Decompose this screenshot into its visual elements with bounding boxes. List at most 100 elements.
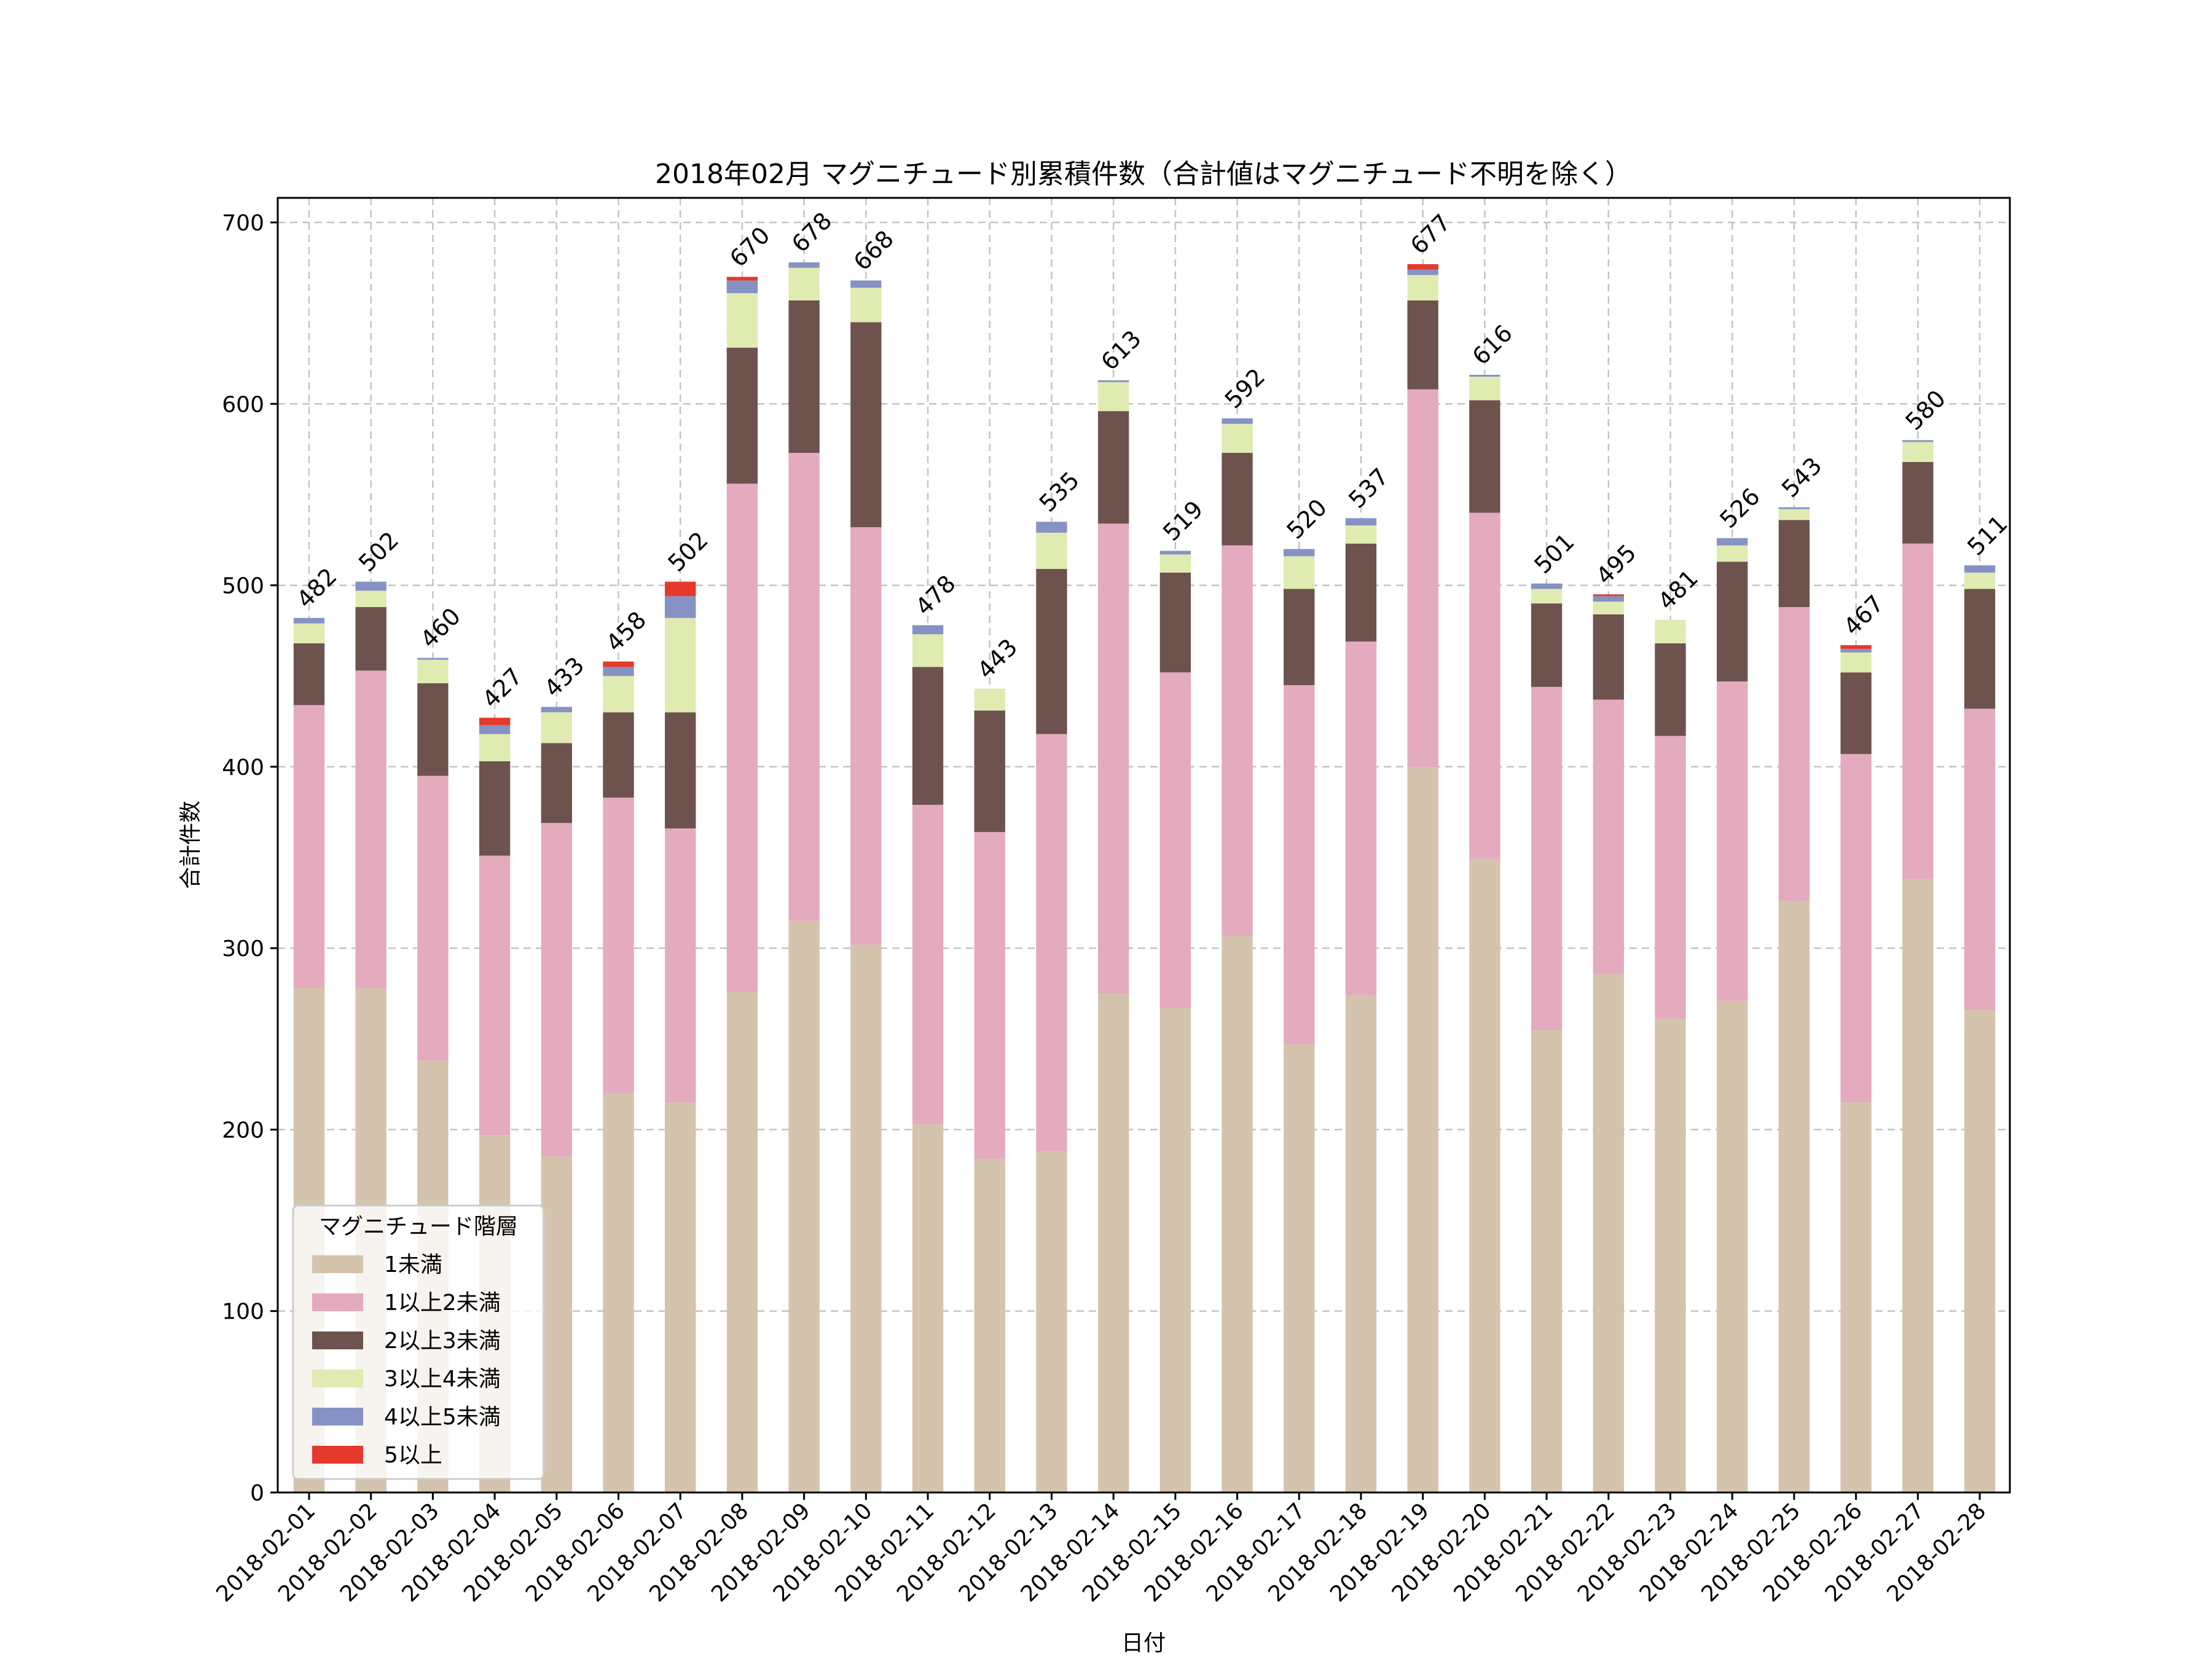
- bar-segment-2018-02-21-s4: [1531, 583, 1563, 589]
- bar-segment-2018-02-13-s3: [1036, 532, 1067, 569]
- bar-segment-2018-02-24-s0: [1717, 1000, 1748, 1492]
- bar-segment-2018-02-19-s3: [1407, 275, 1438, 300]
- bar-segment-2018-02-10-s0: [850, 944, 882, 1492]
- y-tick-label-0: 0: [250, 1481, 264, 1506]
- bar-segment-2018-02-05-s3: [541, 712, 572, 743]
- legend-label-1: 1以上2未満: [384, 1290, 501, 1316]
- y-tick-label-300: 300: [222, 936, 264, 962]
- y-tick-label-500: 500: [222, 574, 264, 599]
- bar-segment-2018-02-12-s0: [974, 1158, 1005, 1492]
- bar-segment-2018-02-17-s4: [1284, 549, 1315, 557]
- legend-swatch-1: [312, 1293, 363, 1311]
- bar-segment-2018-02-13-s0: [1036, 1151, 1067, 1492]
- bar-segment-2018-02-09-s1: [788, 453, 820, 921]
- bar-segment-2018-02-16-s0: [1222, 935, 1253, 1492]
- bar-segment-2018-02-14-s2: [1097, 411, 1129, 524]
- legend-label-2: 2以上3未満: [384, 1328, 501, 1354]
- bar-segment-2018-02-09-s0: [788, 920, 820, 1492]
- bar-segment-2018-02-08-s3: [726, 293, 758, 348]
- bar-segment-2018-02-26-s4: [1840, 648, 1872, 653]
- bar-segment-2018-02-15-s0: [1159, 1008, 1191, 1492]
- chart-title: 2018年02月 マグニチュード別累積件数（合計値はマグニチュード不明を除く）: [655, 159, 1632, 190]
- legend-swatch-3: [312, 1370, 363, 1387]
- bar-segment-2018-02-18-s4: [1345, 518, 1377, 526]
- bar-segment-2018-02-07-s0: [665, 1102, 696, 1492]
- bar-segment-2018-02-07-s2: [665, 712, 696, 829]
- bar-segment-2018-02-28-s1: [1964, 708, 1996, 1010]
- bar-segment-2018-02-25-s3: [1778, 509, 1810, 520]
- bar-segment-2018-02-16-s3: [1222, 423, 1253, 453]
- bar-segment-2018-02-28-s3: [1964, 572, 1996, 589]
- bar-segment-2018-02-10-s2: [850, 322, 882, 528]
- bar-segment-2018-02-04-s4: [479, 724, 511, 734]
- bar-segment-2018-02-01-s2: [293, 643, 325, 705]
- bar-segment-2018-02-27-s1: [1902, 543, 1934, 879]
- bar-segment-2018-02-22-s3: [1593, 602, 1624, 614]
- legend-swatch-4: [312, 1408, 363, 1426]
- bar-segment-2018-02-19-s4: [1407, 269, 1438, 275]
- bar-segment-2018-02-01-s3: [293, 623, 325, 644]
- bar-segment-2018-02-07-s1: [665, 828, 696, 1103]
- bar-segment-2018-02-17-s1: [1284, 684, 1315, 1045]
- legend: マグニチュード階層 1未満 1以上2未満 2以上3未満 3以上4未満 4以上5未満 5以上: [292, 1204, 545, 1480]
- legend-title: マグニチュード階層: [319, 1214, 518, 1239]
- bar-segment-2018-02-10-s1: [850, 527, 882, 945]
- bar-segment-2018-02-28-s4: [1964, 565, 1996, 573]
- legend-label-0: 1未満: [384, 1252, 442, 1277]
- bar-segment-2018-02-10-s3: [850, 288, 882, 323]
- bar-segment-2018-02-18-s1: [1345, 641, 1377, 995]
- bar-segment-2018-02-22-s0: [1593, 973, 1624, 1492]
- bar-segment-2018-02-03-s2: [417, 683, 449, 776]
- bar-segment-2018-02-04-s1: [479, 855, 511, 1135]
- bar-segment-2018-02-15-s3: [1159, 554, 1191, 573]
- bar-segment-2018-02-26-s2: [1840, 672, 1872, 755]
- bar-segment-2018-02-14-s3: [1097, 382, 1129, 412]
- bar-segment-2018-02-24-s3: [1717, 545, 1748, 562]
- legend-label-4: 4以上5未満: [384, 1405, 501, 1430]
- bar-segment-2018-02-19-s2: [1407, 300, 1438, 390]
- plot-frame: [276, 197, 2011, 1494]
- bar-segment-2018-02-25-s4: [1778, 507, 1810, 509]
- bar-segment-2018-02-20-s2: [1469, 400, 1500, 513]
- legend-swatch-2: [312, 1332, 363, 1349]
- y-tick-label-100: 100: [222, 1300, 264, 1325]
- bar-segment-2018-02-11-s1: [912, 804, 944, 1124]
- bar-segment-2018-02-20-s4: [1469, 375, 1500, 377]
- bar-segment-2018-02-27-s0: [1902, 879, 1934, 1492]
- bar-segment-2018-02-07-s3: [665, 618, 696, 713]
- bar-segment-2018-02-24-s1: [1717, 681, 1748, 1001]
- bar-segment-2018-02-23-s0: [1655, 1019, 1686, 1492]
- bar-segment-2018-02-03-s3: [417, 659, 449, 684]
- bar-segment-2018-02-14-s1: [1097, 524, 1129, 994]
- bar-segment-2018-02-01-s1: [293, 705, 325, 989]
- bar-segment-2018-02-02-s3: [355, 590, 386, 608]
- y-tick-label-400: 400: [222, 755, 264, 780]
- bar-segment-2018-02-11-s3: [912, 634, 944, 667]
- bar-segment-2018-02-16-s1: [1222, 545, 1253, 936]
- y-tick-label-600: 600: [222, 392, 264, 417]
- bar-segment-2018-02-05-s4: [541, 707, 572, 713]
- bar-segment-2018-02-22-s5: [1593, 594, 1624, 597]
- bar-segment-2018-02-26-s1: [1840, 754, 1872, 1103]
- bar-segment-2018-02-19-s0: [1407, 766, 1438, 1492]
- bar-segment-2018-02-09-s3: [788, 267, 820, 300]
- bar-segment-2018-02-20-s1: [1469, 512, 1500, 860]
- bar-segment-2018-02-05-s1: [541, 823, 572, 1157]
- bar-segment-2018-02-06-s1: [603, 798, 634, 1094]
- bar-segment-2018-02-06-s0: [603, 1093, 634, 1492]
- bar-segment-2018-02-07-s5: [665, 581, 696, 597]
- bar-segment-2018-02-02-s4: [355, 581, 386, 591]
- bar-segment-2018-02-26-s3: [1840, 652, 1872, 673]
- bar-segment-2018-02-15-s4: [1159, 551, 1191, 555]
- bar-segment-2018-02-22-s1: [1593, 699, 1624, 974]
- bar-segment-2018-02-27-s2: [1902, 461, 1934, 544]
- bar-segment-2018-02-07-s4: [665, 596, 696, 618]
- bar-segment-2018-02-05-s2: [541, 743, 572, 823]
- bar-segment-2018-02-12-s1: [974, 832, 1005, 1159]
- bar-segment-2018-02-28-s0: [1964, 1010, 1996, 1492]
- bar-segment-2018-02-23-s1: [1655, 735, 1686, 1019]
- bar-segment-2018-02-26-s5: [1840, 645, 1872, 649]
- bar-segment-2018-02-21-s1: [1531, 686, 1563, 1030]
- bar-segment-2018-02-13-s2: [1036, 568, 1067, 734]
- bar-segment-2018-02-20-s3: [1469, 376, 1500, 401]
